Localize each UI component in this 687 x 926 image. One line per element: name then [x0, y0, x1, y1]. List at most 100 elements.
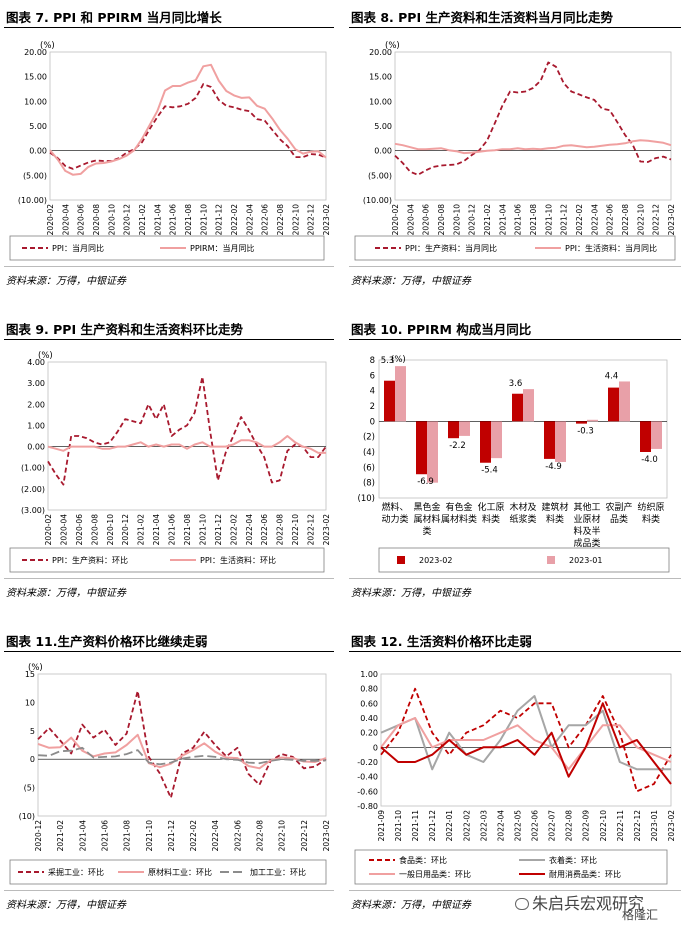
y-tick-label: (2) — [363, 433, 375, 443]
category-label: 属材料 — [413, 513, 440, 525]
bar-2023-01 — [619, 381, 630, 422]
x-tick-label: 2022-02 — [189, 820, 198, 852]
series-line-1 — [394, 139, 672, 155]
x-tick-label: 2021-10 — [544, 204, 553, 236]
y-tick-label: 0.00 — [29, 147, 47, 156]
chart7-source: 资料来源：万得，中银证券 — [6, 276, 126, 287]
x-tick-label: 2022-12 — [307, 204, 316, 236]
legend-label: PPI：当月同比 — [52, 243, 104, 253]
category-label: 料及半 — [573, 525, 600, 537]
divider — [349, 266, 681, 267]
y-tick-label: 1.00 — [27, 421, 45, 430]
chart9-svg: (%) (3.00) (2.00) (1.00) 0.00 1.00 2.00 3.00 4.0… — [9, 351, 331, 573]
series-line-0 — [47, 375, 327, 486]
x-tick-label: 2020-08 — [90, 514, 99, 546]
divider — [4, 651, 334, 652]
y-tick-label: (10) — [358, 494, 375, 504]
category-label: 业原材 — [573, 513, 600, 525]
unit-label: (%) — [391, 355, 406, 365]
x-tick-label: 2022-04 — [245, 514, 254, 546]
x-tick-label: 2020-06 — [77, 204, 86, 236]
x-tick-label: 2022-09 — [582, 810, 591, 842]
x-tick-label: 2021-02 — [56, 820, 65, 852]
category-label: 料类 — [642, 513, 660, 525]
x-tick-label: 2021-08 — [529, 204, 538, 236]
legend-label: PPI：生活资料：环比 — [200, 555, 276, 565]
y-tick-label: 0 — [370, 417, 375, 427]
x-tick-label: 2022-02 — [462, 810, 471, 842]
x-tick-label: 2022-04 — [590, 204, 599, 236]
x-tick-label: 2022-08 — [565, 810, 574, 842]
x-tick-label: 2021-12 — [214, 514, 223, 546]
x-tick-label: 2020-08 — [437, 204, 446, 236]
category-label: 类 — [422, 525, 431, 537]
x-tick-label: 2020-12 — [468, 204, 477, 236]
x-tick-label: 2022-05 — [513, 810, 522, 842]
x-tick-label: 2021-04 — [78, 820, 87, 852]
y-tick-label: -0.20 — [357, 758, 378, 767]
y-tick-label: (10.00) — [363, 196, 392, 205]
y-tick-label: 0.00 — [27, 443, 45, 452]
divider — [4, 266, 334, 267]
x-tick-label: 2023-01 — [650, 810, 659, 842]
chart10-source: 资料来源：万得，中银证券 — [351, 588, 471, 599]
legend-label: 采掘工业：环比 — [48, 867, 104, 877]
x-tick-label: 2022-06 — [260, 514, 269, 546]
unit-label: (%) — [28, 663, 43, 673]
series-line-0 — [380, 687, 672, 793]
divider — [4, 27, 334, 28]
watermark: 朱启兵宏观研究 — [515, 890, 644, 914]
x-tick-label: 2020-12 — [123, 204, 132, 236]
category-label: 农副产 — [605, 501, 632, 513]
unit-label: (%) — [38, 351, 53, 361]
y-tick-label: 2 — [370, 402, 375, 412]
x-tick-label: 2020-02 — [391, 204, 400, 236]
data-label: -5.4 — [481, 466, 498, 476]
category-label: 建筑材 — [541, 501, 568, 513]
y-tick-label: (5.00) — [23, 171, 47, 180]
category-label: 动力类 — [381, 513, 408, 525]
legend-label: 加工工业：环比 — [250, 867, 306, 877]
category-label: 纺织原 — [637, 501, 664, 513]
x-tick-label: 2022-01 — [445, 810, 454, 842]
bar-2023-02 — [480, 421, 491, 463]
x-tick-label: 2022-04 — [211, 820, 220, 852]
x-tick-label: 2021-06 — [100, 820, 109, 852]
x-tick-label: 2021-12 — [215, 204, 224, 236]
x-tick-label: 2022-06 — [233, 820, 242, 852]
y-tick-label: 0 — [373, 743, 378, 752]
y-tick-label: 0.60 — [360, 699, 378, 708]
x-tick-label: 2022-10 — [291, 204, 300, 236]
x-tick-label: 2020-08 — [92, 204, 101, 236]
bar-2023-01 — [555, 421, 566, 462]
x-tick-label: 2021-09 — [377, 810, 386, 842]
chart12-source: 资料来源：万得，中银证券 — [351, 900, 471, 911]
y-tick-label: 1.00 — [360, 670, 378, 679]
x-tick-label: 2023-02 — [322, 514, 331, 546]
x-tick-label: 2021-10 — [198, 514, 207, 546]
x-tick-label: 2022-10 — [278, 820, 287, 852]
y-tick-label: 0.20 — [360, 729, 378, 738]
y-tick-label: 6 — [370, 371, 375, 381]
series-line-1 — [380, 695, 671, 771]
x-tick-label: 2022-08 — [276, 514, 285, 546]
y-tick-label: -0.40 — [357, 773, 378, 782]
y-tick-label: 5 — [30, 727, 35, 736]
x-tick-label: 2022-12 — [300, 820, 309, 852]
y-tick-label: 2.00 — [27, 400, 45, 409]
legend-label: 2023-01 — [569, 556, 602, 565]
category-label: 化工原 — [477, 501, 504, 513]
x-tick-label: 2021-10 — [145, 820, 154, 852]
chart11-svg: (%) (10) (5) 0 5 10 15 2020-12 2021-02 2021-04 202… — [9, 663, 331, 885]
category-label: 有色金 — [445, 501, 472, 513]
x-tick-label: 2022-08 — [621, 204, 630, 236]
y-tick-label: 10.00 — [24, 97, 47, 106]
y-tick-label: 0 — [30, 755, 35, 764]
category-label: 料类 — [546, 513, 564, 525]
chart8-source: 资料来源：万得，中银证券 — [351, 276, 471, 287]
divider — [349, 890, 681, 891]
x-tick-label: 2021-12 — [167, 820, 176, 852]
x-tick-label: 2020-06 — [422, 204, 431, 236]
y-tick-label: 0.40 — [360, 714, 378, 723]
divider — [349, 651, 681, 652]
